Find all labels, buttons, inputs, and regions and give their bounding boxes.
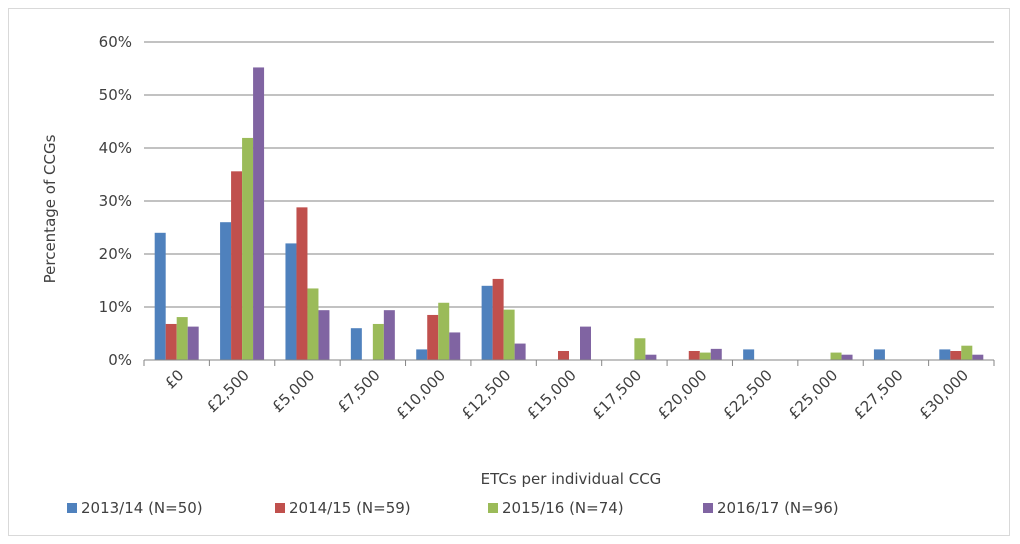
x-axis-ticks: £0 £2,500 £5,000 £7,500 £10,000 £12,500 £15,00… <box>161 366 972 423</box>
bar <box>950 350 962 360</box>
x-tick-label: £27,500 <box>850 366 907 423</box>
bar <box>558 350 569 360</box>
y-tick-label: 30% <box>99 192 132 210</box>
bar <box>492 278 504 360</box>
y-tick-label: 40% <box>99 139 132 157</box>
x-tick-label: £17,500 <box>589 366 646 423</box>
bar <box>242 137 254 360</box>
x-tick-label: £10,000 <box>392 366 449 423</box>
bar <box>830 352 842 360</box>
bar <box>176 317 188 360</box>
bar <box>307 288 319 360</box>
x-tick-label: £0 <box>161 366 187 392</box>
bar <box>220 222 232 360</box>
y-tick-label: 10% <box>99 298 132 316</box>
bar <box>372 323 384 360</box>
bar <box>688 350 700 360</box>
x-tick-label: £15,000 <box>523 366 580 423</box>
bar <box>961 345 973 360</box>
bar <box>187 326 199 360</box>
x-tick-label: £22,500 <box>719 366 776 423</box>
legend-label: 2014/15 (N=59) <box>289 499 411 517</box>
x-axis <box>143 359 995 366</box>
x-tick-label: £20,000 <box>654 366 711 423</box>
bar <box>645 354 657 360</box>
y-axis-ticks: 0% 10% 20% 30% 40% 50% 60% <box>99 33 132 369</box>
bar <box>427 314 439 360</box>
legend-label: 2015/16 (N=74) <box>502 499 624 517</box>
legend-label: 2013/14 (N=50) <box>81 499 203 517</box>
legend-swatch <box>703 503 713 513</box>
legend-label: 2016/17 (N=96) <box>717 499 839 517</box>
bar <box>972 354 984 360</box>
bar <box>503 309 515 360</box>
bar <box>634 338 646 360</box>
y-tick-label: 20% <box>99 245 132 263</box>
legend: 2013/14 (N=50) 2014/15 (N=59) 2015/16 (N=7… <box>67 499 839 517</box>
gridlines <box>144 41 994 361</box>
bars <box>154 67 984 360</box>
x-axis-title: ETCs per individual CCG <box>481 470 662 488</box>
bar <box>580 326 591 360</box>
bar <box>873 349 885 360</box>
x-tick-label: £12,500 <box>458 366 515 423</box>
x-tick-label: £30,000 <box>916 366 973 423</box>
bar <box>743 349 755 360</box>
chart-area: 0% 10% 20% 30% 40% 50% 60% £0 £2,500 £5,000 £7,50… <box>8 8 1010 536</box>
bar <box>481 285 493 360</box>
legend-swatch <box>67 503 77 513</box>
x-tick-label: £5,000 <box>268 366 318 416</box>
legend-swatch <box>275 503 285 513</box>
x-tick-label: £25,000 <box>785 366 842 423</box>
bar <box>710 348 722 360</box>
y-tick-label: 60% <box>99 33 132 51</box>
bar <box>383 310 395 360</box>
x-tick-label: £2,500 <box>203 366 253 416</box>
bar <box>449 332 461 360</box>
bar <box>841 354 853 360</box>
bar <box>253 67 265 360</box>
y-tick-label: 0% <box>108 351 132 369</box>
bar <box>416 349 428 360</box>
bar <box>699 352 711 360</box>
bar <box>514 343 526 360</box>
bar <box>350 328 362 360</box>
bar <box>231 171 243 360</box>
legend-swatch <box>488 503 498 513</box>
bar <box>165 323 177 360</box>
bar <box>939 349 951 360</box>
bar <box>154 232 166 360</box>
bar <box>285 243 297 360</box>
bar <box>318 310 330 360</box>
x-tick-label: £7,500 <box>334 366 384 416</box>
y-tick-label: 50% <box>99 86 132 104</box>
bar <box>438 302 450 360</box>
bar-chart: 0% 10% 20% 30% 40% 50% 60% £0 £2,500 £5,000 £7,50… <box>41 33 995 517</box>
y-axis-title: Percentage of CCGs <box>41 134 59 283</box>
bar <box>296 207 308 360</box>
